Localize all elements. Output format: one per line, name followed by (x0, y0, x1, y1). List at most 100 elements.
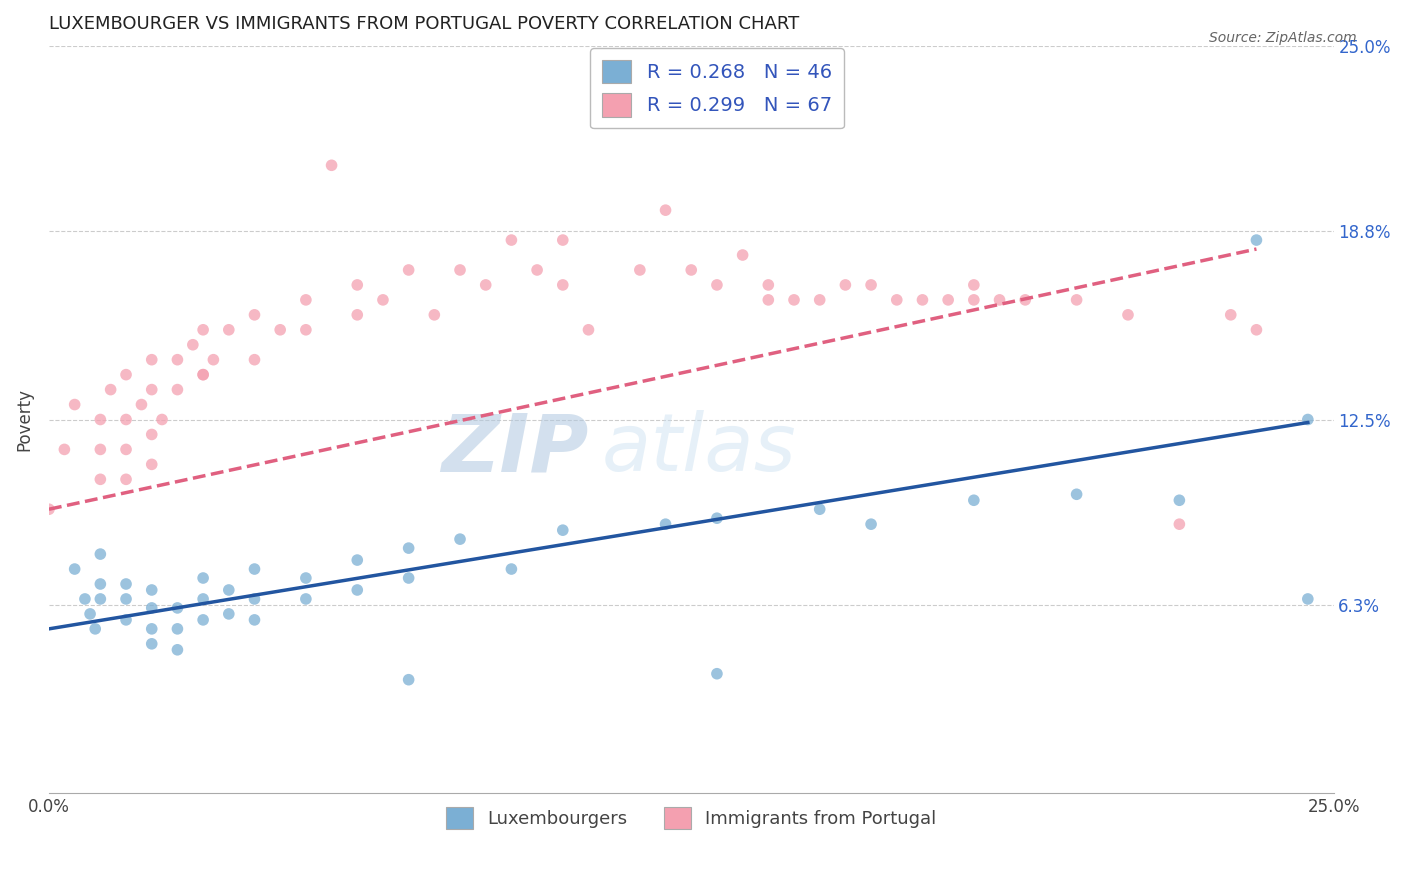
Point (963, 277, 986, 292)
Point (346, 582, 368, 597)
Point (988, 293, 1011, 307)
Point (578, 323, 600, 337)
Point (501, 233, 523, 247)
Point (89, 577, 111, 591)
Point (628, 263, 651, 277)
Point (131, 398, 153, 412)
Point (1066, 293, 1088, 307)
Point (181, 337, 204, 351)
Point (963, 293, 986, 307)
Point (706, 666, 728, 681)
Point (398, 571, 420, 585)
Point (191, 323, 214, 337)
Point (808, 293, 831, 307)
Text: atlas: atlas (602, 410, 796, 489)
Point (371, 293, 394, 307)
Point (191, 591, 214, 606)
Point (141, 458, 163, 472)
Point (141, 383, 163, 397)
Point (295, 323, 318, 337)
Legend: Luxembourgers, Immigrants from Portugal: Luxembourgers, Immigrants from Portugal (439, 800, 943, 837)
Point (1014, 293, 1036, 307)
Point (202, 352, 225, 367)
Point (89, 442, 111, 457)
Point (89, 591, 111, 606)
Point (141, 637, 163, 651)
Point (295, 293, 318, 307)
Point (551, 523, 574, 537)
Point (63, 562, 86, 576)
Point (115, 412, 138, 426)
Point (706, 511, 728, 525)
Point (886, 293, 908, 307)
Point (526, 263, 548, 277)
Point (84, 622, 107, 636)
Point (398, 263, 420, 277)
Point (398, 541, 420, 555)
Point (731, 248, 754, 262)
Text: ZIP: ZIP (441, 410, 589, 489)
Point (398, 673, 420, 687)
Point (115, 577, 138, 591)
Point (218, 607, 240, 621)
Point (115, 613, 138, 627)
Point (100, 383, 122, 397)
Point (1296, 591, 1319, 606)
Point (243, 613, 266, 627)
Point (218, 323, 240, 337)
Point (603, 98, 626, 112)
Point (243, 591, 266, 606)
Point (551, 233, 574, 247)
Point (963, 493, 986, 508)
Point (269, 323, 291, 337)
Point (166, 642, 188, 657)
Y-axis label: Poverty: Poverty (15, 388, 32, 451)
Point (346, 277, 368, 292)
Point (1219, 308, 1241, 322)
Point (346, 308, 368, 322)
Point (808, 502, 831, 516)
Point (321, 158, 343, 172)
Point (783, 293, 806, 307)
Point (423, 308, 446, 322)
Point (295, 571, 318, 585)
Point (1066, 487, 1088, 501)
Point (141, 622, 163, 636)
Point (191, 368, 214, 382)
Point (89, 547, 111, 561)
Point (860, 277, 883, 292)
Text: Source: ZipAtlas.com: Source: ZipAtlas.com (1209, 31, 1357, 45)
Point (501, 562, 523, 576)
Point (115, 368, 138, 382)
Point (89, 472, 111, 486)
Point (166, 383, 188, 397)
Point (63, 398, 86, 412)
Point (654, 517, 676, 532)
Point (73, 591, 96, 606)
Point (681, 263, 703, 277)
Point (141, 352, 163, 367)
Point (115, 591, 138, 606)
Point (38, 502, 60, 516)
Point (1168, 517, 1191, 532)
Point (551, 277, 574, 292)
Point (936, 293, 959, 307)
Point (89, 412, 111, 426)
Point (243, 308, 266, 322)
Point (834, 277, 856, 292)
Point (346, 553, 368, 567)
Point (706, 277, 728, 292)
Point (1116, 308, 1139, 322)
Point (474, 277, 496, 292)
Point (1296, 412, 1319, 426)
Point (295, 591, 318, 606)
Point (115, 442, 138, 457)
Point (1246, 323, 1268, 337)
Point (150, 412, 173, 426)
Point (1246, 233, 1268, 247)
Point (756, 277, 779, 292)
Point (166, 622, 188, 636)
Point (191, 613, 214, 627)
Point (756, 293, 779, 307)
Point (449, 263, 471, 277)
